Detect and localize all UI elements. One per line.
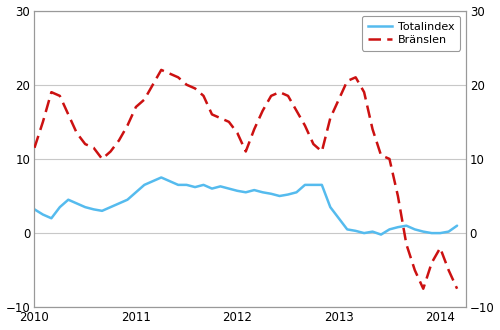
Legend: Totalindex, Bränslen: Totalindex, Bränslen — [362, 16, 460, 50]
